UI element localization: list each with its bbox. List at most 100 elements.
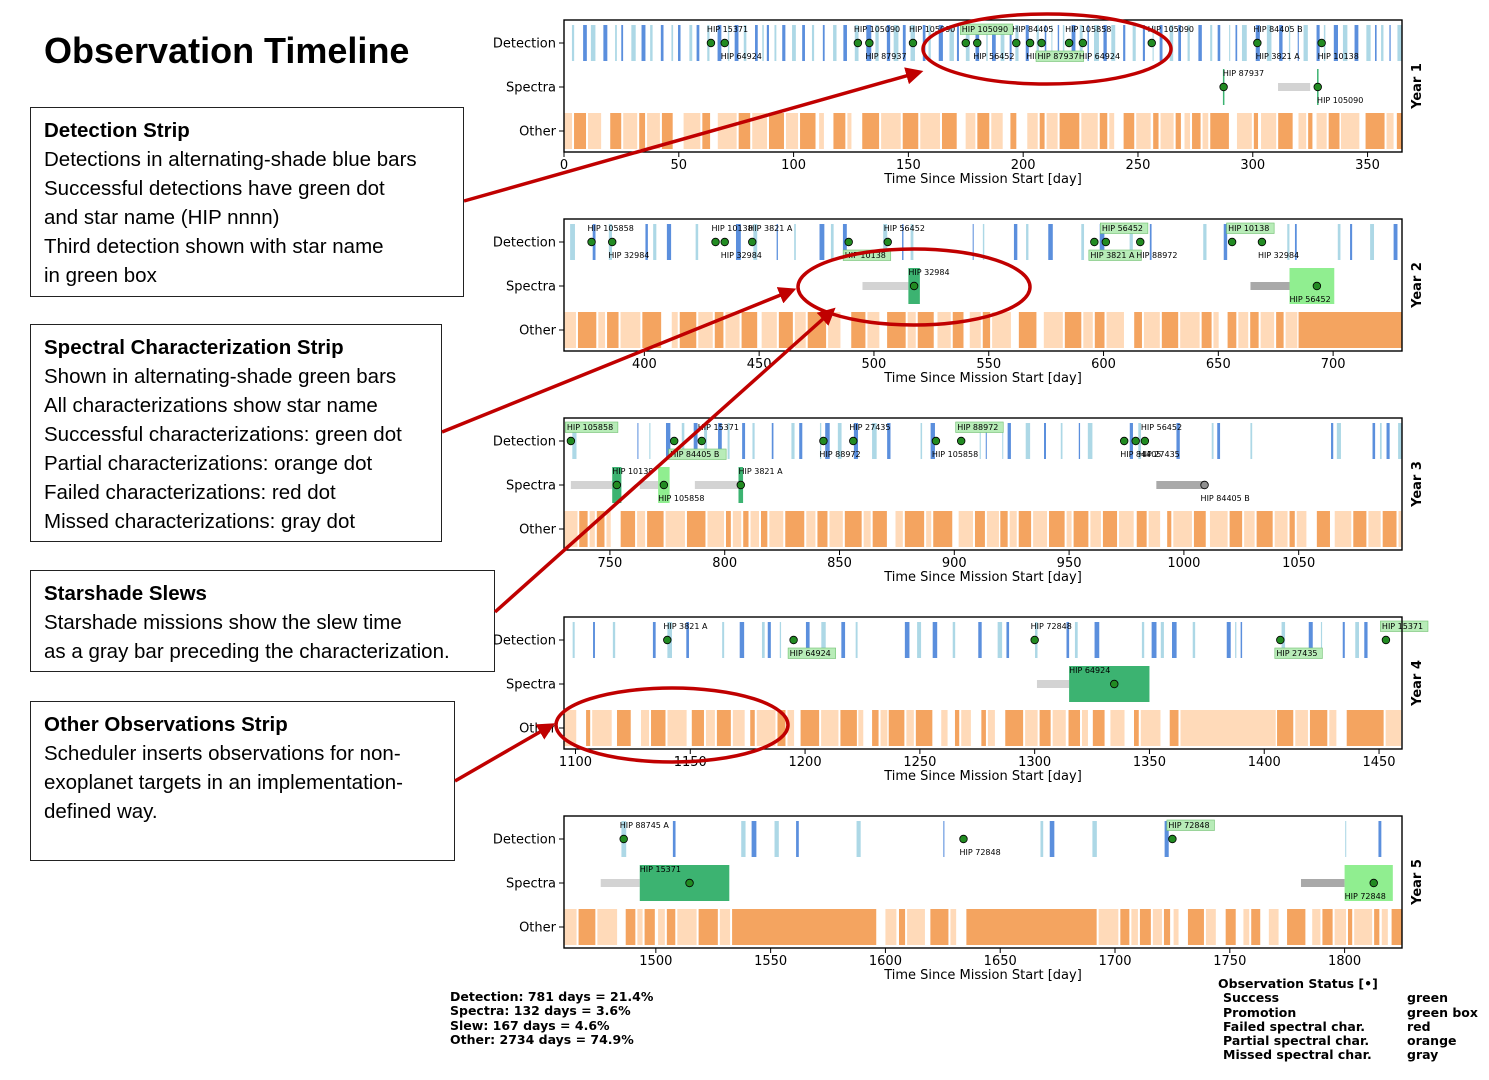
legend-row: Partial spectral char. orange xyxy=(1218,1033,1478,1048)
other-bar xyxy=(1192,113,1201,149)
detection-bar xyxy=(1176,423,1180,459)
other-bar xyxy=(564,909,577,945)
detection-star-label: HIP 64924 xyxy=(1079,52,1120,61)
x-tick-label: 1300 xyxy=(1018,755,1051,770)
other-bar xyxy=(686,511,706,547)
other-bar xyxy=(1039,710,1051,746)
other-bar xyxy=(1256,511,1273,547)
spectra-bar xyxy=(639,865,730,901)
detection-bar xyxy=(689,25,693,61)
other-bar xyxy=(1396,113,1402,149)
other-bar xyxy=(606,511,611,547)
other-bar xyxy=(1173,909,1179,945)
other-bar xyxy=(1082,710,1088,746)
detection-success-dot xyxy=(566,436,576,446)
detection-star-label: HIP 3821 A xyxy=(748,224,793,233)
detection-bar xyxy=(952,622,956,658)
other-bar xyxy=(1365,113,1385,149)
other-bar xyxy=(906,710,914,746)
detection-bar xyxy=(985,423,987,459)
slew-bar xyxy=(1036,680,1070,688)
spectra-status-dot xyxy=(1369,878,1378,888)
x-axis-label: Time Since Mission Start [day] xyxy=(883,371,1082,386)
other-bar xyxy=(1244,511,1255,547)
x-tick-label: 1450 xyxy=(1362,755,1395,770)
detection-bar xyxy=(1294,224,1297,260)
row-label: Detection xyxy=(493,236,556,251)
strip-bars xyxy=(564,423,1402,547)
other-bar xyxy=(1000,511,1008,547)
detection-bar xyxy=(1398,423,1402,459)
slew-bar xyxy=(1300,879,1345,887)
callout-heading: Starshade Slews xyxy=(44,582,207,605)
detection-bar xyxy=(1006,622,1010,658)
detection-bar xyxy=(1235,25,1238,61)
spectra-star-label: HIP 72848 xyxy=(1345,892,1386,901)
detection-bar xyxy=(1198,25,1202,61)
other-bar xyxy=(941,710,948,746)
spectra-bar xyxy=(1344,865,1393,901)
detection-bar xyxy=(1044,423,1047,459)
x-tick-label: 100 xyxy=(781,158,806,173)
axes-frame xyxy=(563,616,1403,750)
other-bar xyxy=(833,113,846,149)
other-bar xyxy=(1131,909,1138,945)
x-tick-label: 1200 xyxy=(789,755,822,770)
callout-line: and star name (HIP nnnn) xyxy=(44,206,280,229)
other-bar xyxy=(761,312,777,348)
x-tick-label: 700 xyxy=(1321,357,1346,372)
detection-bar xyxy=(1062,25,1065,61)
other-bar xyxy=(707,511,724,547)
other-bar xyxy=(1287,909,1306,945)
other-bar xyxy=(937,312,951,348)
other-bar xyxy=(589,511,595,547)
other-bar xyxy=(933,511,953,547)
other-bar xyxy=(800,113,816,149)
detection-bar xyxy=(979,423,981,459)
detection-bar xyxy=(572,622,575,658)
other-bar xyxy=(1229,511,1243,547)
detection-bar xyxy=(799,423,803,459)
detection-bar xyxy=(593,622,595,658)
row-label: Detection xyxy=(493,634,556,649)
detection-bar xyxy=(1342,25,1348,61)
other-bar xyxy=(598,312,606,348)
other-bar xyxy=(1193,511,1206,547)
detection-bar xyxy=(1087,423,1093,459)
callout-heading: Other Observations Strip xyxy=(44,713,288,736)
spectra-status-dot xyxy=(736,480,745,490)
detection-bar xyxy=(571,25,575,61)
detection-success-dot xyxy=(853,38,863,48)
detection-bar xyxy=(693,423,698,459)
other-bar xyxy=(778,312,793,348)
other-bar xyxy=(895,511,903,547)
other-bar xyxy=(817,511,828,547)
callout-line: Partial characterizations: orange dot xyxy=(44,452,373,475)
spectra-star-label: HIP 84405 B xyxy=(1201,494,1250,503)
other-bar xyxy=(881,113,901,149)
detection-bar xyxy=(1123,25,1126,61)
detection-bar xyxy=(1002,423,1004,459)
detection-success-dot xyxy=(819,436,828,446)
detection-bar xyxy=(822,25,825,61)
other-bar xyxy=(969,312,981,348)
other-bar xyxy=(1148,511,1161,547)
detection-bar xyxy=(1331,423,1334,459)
spectra-bar xyxy=(1069,666,1150,702)
other-bar xyxy=(1328,113,1340,149)
detection-bar xyxy=(590,25,596,61)
annotation-arrow xyxy=(441,287,797,434)
other-bar xyxy=(1295,710,1308,746)
detection-bar xyxy=(1051,25,1053,61)
other-bar xyxy=(981,710,986,746)
detection-success-dot xyxy=(956,436,966,446)
other-bar xyxy=(658,909,665,945)
other-bar xyxy=(1253,113,1259,149)
detection-bar xyxy=(938,25,943,61)
strip-bars xyxy=(564,224,1402,348)
other-bar xyxy=(640,710,650,746)
other-bar xyxy=(743,511,749,547)
detection-bar xyxy=(1092,821,1097,857)
other-bar xyxy=(974,511,985,547)
